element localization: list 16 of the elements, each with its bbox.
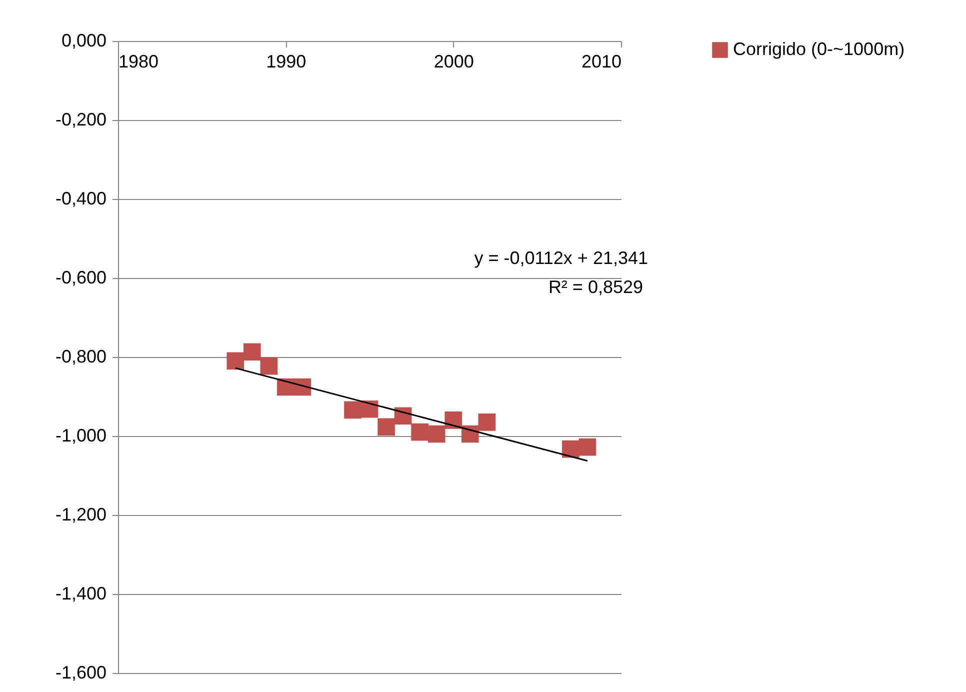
annotation: y = -0,0112x + 21,341 — [474, 248, 648, 268]
legend-label: Corrigido (0-~1000m) — [733, 39, 905, 59]
x-tick-label: 1990 — [266, 52, 306, 72]
x-tick-label: 2000 — [434, 52, 474, 72]
y-tick-label: -0,400 — [55, 188, 106, 208]
y-tick-label: -0,800 — [55, 346, 106, 366]
y-tick-label: -1,000 — [55, 426, 106, 446]
y-tick-label: -1,200 — [55, 504, 106, 524]
y-tick-label: -1,400 — [55, 584, 106, 604]
y-tick-label: -0,200 — [55, 110, 106, 130]
y-tick-label: -1,600 — [55, 662, 106, 682]
x-tick-label: 2010 — [581, 52, 622, 72]
y-tick-label: -0,600 — [55, 268, 106, 288]
x-tick-label: 1980 — [118, 52, 159, 72]
annotation: R² = 0,8529 — [548, 277, 643, 297]
y-tick-label: 0,000 — [61, 30, 106, 50]
